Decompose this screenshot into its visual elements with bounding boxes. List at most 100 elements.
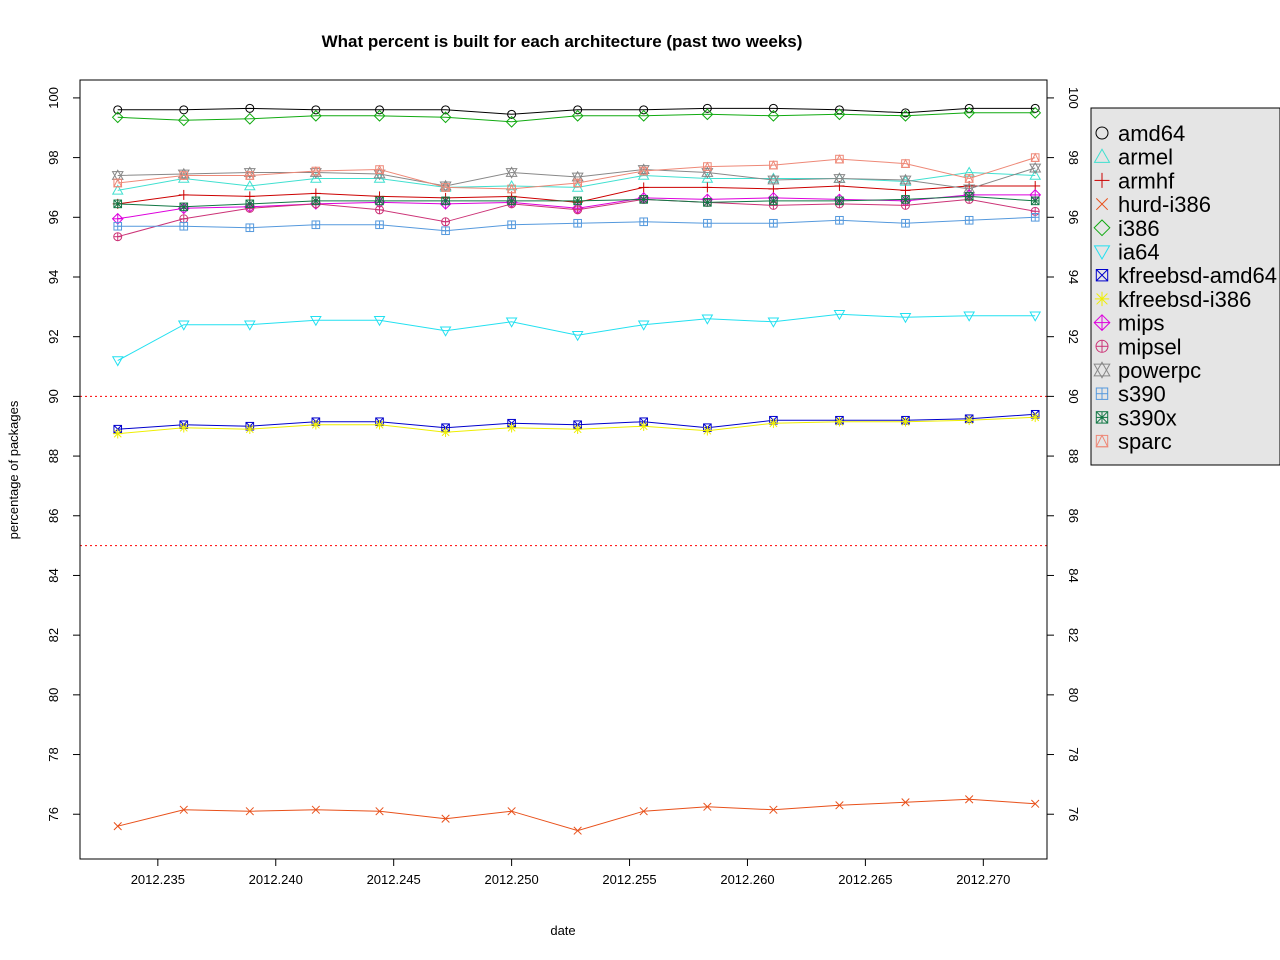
data-point-amd64	[573, 105, 583, 115]
y-tick-label-right: 86	[1066, 509, 1081, 523]
data-point-hurd-i386	[507, 807, 516, 816]
data-point-sparc	[440, 182, 451, 192]
data-point-sparc	[245, 170, 255, 180]
data-point-amd64	[311, 105, 321, 115]
legend-marker-hurd-i386	[1095, 198, 1109, 211]
data-point-kfreebsd-i386	[245, 424, 255, 435]
data-point-s390	[441, 226, 450, 236]
data-point-sparc	[374, 164, 385, 174]
data-point-sparc	[113, 178, 123, 188]
y-tick-label-right: 98	[1066, 150, 1081, 164]
y-tick-label-right: 78	[1066, 747, 1081, 761]
data-point-hurd-i386	[573, 826, 582, 835]
data-point-ia64	[767, 317, 780, 328]
legend-label-armhf: armhf	[1118, 168, 1175, 193]
data-point-kfreebsd-i386	[900, 416, 911, 427]
data-point-s390x	[1030, 196, 1040, 206]
y-tick-label-right: 82	[1066, 628, 1081, 642]
legend-marker-kfreebsd-i386	[1094, 291, 1110, 307]
data-point-hurd-i386	[113, 822, 122, 831]
data-point-sparc	[507, 184, 517, 194]
x-tick-label: 2012.260	[720, 872, 774, 887]
data-point-amd64	[375, 105, 385, 115]
y-tick-label-right: 88	[1066, 449, 1081, 463]
data-point-powerpc	[1029, 161, 1042, 175]
data-point-ia64	[309, 316, 322, 327]
data-point-i386	[963, 106, 976, 119]
data-point-s390x	[835, 196, 844, 206]
data-point-i386	[571, 109, 584, 122]
data-point-sparc	[702, 161, 712, 171]
data-point-i386	[1029, 106, 1042, 119]
legend-marker-powerpc	[1093, 361, 1111, 379]
data-point-kfreebsd-i386	[638, 421, 649, 432]
legend-marker-mipsel	[1095, 339, 1109, 353]
data-point-s390x	[113, 199, 123, 209]
data-point-ia64	[701, 314, 714, 325]
y-tick-label-left: 78	[46, 747, 61, 761]
data-point-s390x	[703, 198, 712, 207]
legend-label-armel: armel	[1118, 145, 1173, 170]
y-tick-label-left: 92	[46, 329, 61, 343]
data-point-powerpc	[701, 166, 714, 179]
data-point-s390x	[964, 192, 974, 201]
data-point-s390x	[769, 196, 778, 206]
data-point-s390x	[901, 195, 910, 204]
data-point-powerpc	[571, 170, 584, 184]
data-point-kfreebsd-i386	[964, 415, 974, 426]
data-point-hurd-i386	[769, 805, 778, 814]
legend-marker-s390x	[1095, 411, 1109, 424]
data-point-sparc	[834, 154, 845, 164]
data-point-kfreebsd-i386	[834, 416, 845, 427]
data-point-mipsel	[113, 232, 123, 242]
data-point-hurd-i386	[1031, 799, 1040, 808]
data-point-hurd-i386	[375, 807, 384, 816]
data-point-i386	[637, 109, 650, 122]
data-point-kfreebsd-i386	[440, 427, 451, 437]
data-point-kfreebsd-i386	[702, 425, 713, 436]
data-point-kfreebsd-i386	[1030, 412, 1041, 423]
y-tick-label-left: 76	[46, 807, 61, 821]
y-tick-label-left: 90	[46, 389, 61, 403]
y-tick-label-left: 88	[46, 449, 61, 463]
data-point-mipsel	[573, 205, 583, 215]
data-point-amd64	[441, 105, 451, 115]
data-point-ia64	[177, 320, 190, 331]
legend-label-kfreebsd-amd64: kfreebsd-amd64	[1118, 263, 1277, 288]
legend-label-hurd-i386: hurd-i386	[1118, 192, 1211, 217]
x-axis-label: date	[550, 923, 575, 938]
data-point-kfreebsd-i386	[506, 422, 517, 433]
data-point-sparc	[179, 170, 189, 180]
y-tick-label-right: 94	[1066, 270, 1081, 284]
axes: 2012.235 2012.240 2012.245 2012.250 2012.255…	[46, 79, 1081, 887]
legend-label-amd64: amd64	[1118, 121, 1185, 146]
legend-label-mipsel: mipsel	[1118, 334, 1182, 359]
x-tick-label: 2012.240	[249, 872, 303, 887]
data-point-ia64	[373, 316, 386, 327]
series-line-i386	[117, 112, 1036, 123]
data-point-s390x	[375, 196, 384, 206]
x-tick-label: 2012.245	[367, 872, 421, 887]
plot-border	[79, 79, 1048, 860]
y-tick-label-right: 76	[1066, 807, 1081, 821]
data-point-s390	[245, 223, 255, 233]
data-point-s390	[311, 220, 321, 230]
x-tick-label: 2012.235	[131, 872, 185, 887]
data-point-i386	[833, 108, 846, 121]
data-point-i386	[111, 111, 124, 124]
y-tick-label-right: 100	[1066, 87, 1081, 109]
data-point-hurd-i386	[639, 807, 648, 816]
data-point-kfreebsd-i386	[311, 419, 321, 430]
data-point-i386	[701, 108, 714, 121]
series-line-armel	[117, 171, 1036, 191]
data-point-hurd-i386	[179, 805, 188, 814]
legend-marker-amd64	[1095, 126, 1109, 140]
data-point-s390	[901, 218, 910, 228]
data-point-sparc	[768, 160, 779, 170]
data-point-ia64	[899, 313, 912, 324]
data-point-kfreebsd-i386	[374, 419, 385, 430]
data-point-powerpc	[505, 166, 518, 179]
legend-label-sparc: sparc	[1118, 429, 1172, 454]
data-point-armel	[243, 179, 256, 191]
